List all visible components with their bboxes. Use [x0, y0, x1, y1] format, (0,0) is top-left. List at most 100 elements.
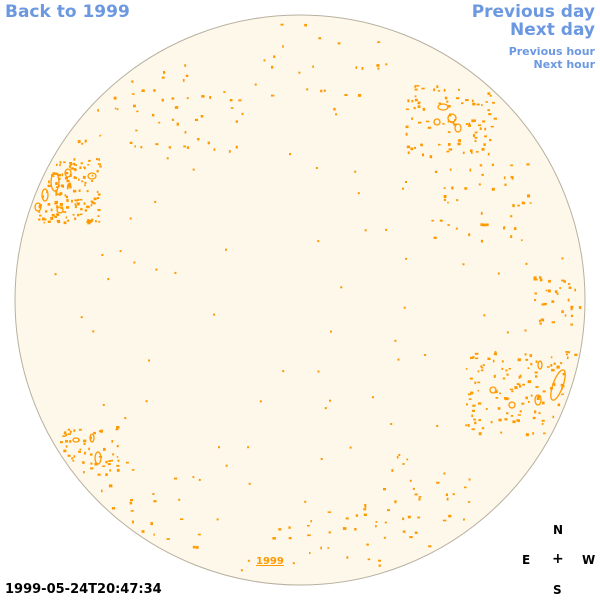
field-speck — [364, 506, 367, 508]
magnetic-specks — [38, 23, 582, 572]
field-speck — [560, 383, 564, 387]
field-speck — [482, 120, 486, 123]
field-speck — [310, 520, 312, 523]
field-speck — [88, 447, 90, 451]
field-speck — [312, 65, 314, 68]
compass-center: + — [552, 551, 564, 567]
field-speck — [225, 464, 228, 467]
field-speck — [525, 433, 529, 437]
field-speck — [387, 509, 390, 512]
field-speck — [494, 390, 498, 394]
field-speck — [417, 102, 421, 105]
field-speck — [468, 124, 471, 127]
field-speck — [54, 202, 58, 205]
field-speck — [481, 104, 483, 107]
next-hour-link[interactable]: Next hour — [533, 58, 596, 71]
field-speck — [72, 162, 76, 165]
field-speck — [378, 559, 381, 562]
field-speck — [105, 473, 108, 476]
field-speck — [481, 148, 485, 151]
field-speck — [509, 388, 514, 391]
field-speck — [503, 226, 506, 229]
field-speck — [367, 558, 371, 561]
compass-east: E — [522, 553, 531, 567]
field-speck — [90, 462, 93, 465]
field-speck — [534, 371, 538, 374]
field-speck — [532, 432, 535, 435]
field-speck — [140, 146, 143, 149]
field-speck — [69, 430, 72, 434]
field-speck — [174, 477, 178, 480]
field-speck — [482, 223, 486, 227]
field-speck — [447, 105, 451, 108]
field-speck — [417, 101, 421, 104]
field-speck — [78, 428, 82, 431]
field-speck — [553, 362, 556, 365]
field-speck — [184, 131, 187, 134]
field-speck — [407, 515, 411, 519]
field-speck — [465, 424, 468, 427]
year-link[interactable]: 1999 — [256, 556, 284, 567]
field-speck — [474, 137, 478, 139]
field-speck — [422, 107, 426, 111]
field-speck — [396, 456, 399, 459]
field-speck — [235, 145, 238, 149]
field-speck — [521, 402, 525, 405]
field-speck — [318, 37, 322, 40]
field-speck — [103, 447, 106, 451]
field-speck — [154, 200, 157, 203]
field-speck — [67, 454, 71, 457]
field-speck — [288, 526, 291, 529]
field-speck — [183, 145, 186, 148]
field-speck — [192, 545, 196, 549]
field-speck — [492, 359, 495, 363]
field-speck — [439, 219, 443, 222]
field-speck — [405, 132, 408, 136]
field-speck — [547, 289, 551, 293]
field-speck — [477, 389, 480, 392]
field-speck — [493, 374, 496, 378]
field-speck — [216, 518, 219, 521]
field-speck — [449, 113, 452, 117]
contour-ring — [508, 401, 516, 409]
field-speck — [481, 366, 484, 369]
field-speck — [39, 214, 42, 217]
field-speck — [517, 358, 521, 362]
field-speck — [534, 292, 537, 295]
field-speck — [74, 217, 77, 221]
field-speck — [320, 458, 323, 460]
field-speck — [306, 88, 309, 91]
back-to-year-link[interactable]: Back to 1999 — [5, 2, 130, 22]
field-speck — [71, 457, 74, 460]
field-speck — [503, 176, 506, 180]
field-speck — [96, 170, 99, 173]
field-speck — [39, 204, 42, 207]
contour-ring — [454, 123, 462, 133]
field-speck — [385, 63, 388, 66]
field-speck — [86, 221, 90, 223]
field-speck — [83, 202, 86, 205]
contour-ring — [41, 188, 49, 202]
field-speck — [59, 164, 61, 167]
field-speck — [468, 233, 471, 237]
field-speck — [465, 99, 469, 102]
previous-hour-link[interactable]: Previous hour — [508, 45, 595, 58]
field-speck — [402, 187, 404, 190]
next-day-link[interactable]: Next day — [510, 20, 595, 40]
field-speck — [88, 159, 91, 162]
field-speck — [375, 521, 378, 523]
field-speck — [307, 525, 310, 527]
field-speck — [247, 446, 250, 449]
field-speck — [433, 236, 437, 239]
previous-day-link[interactable]: Previous day — [471, 2, 595, 22]
field-speck — [357, 94, 362, 97]
field-speck — [529, 354, 533, 357]
field-speck — [327, 547, 330, 549]
field-speck — [556, 292, 559, 295]
field-speck — [346, 556, 349, 559]
field-speck — [52, 172, 55, 174]
field-speck — [98, 456, 103, 458]
field-speck — [53, 172, 57, 175]
field-speck — [92, 202, 96, 205]
